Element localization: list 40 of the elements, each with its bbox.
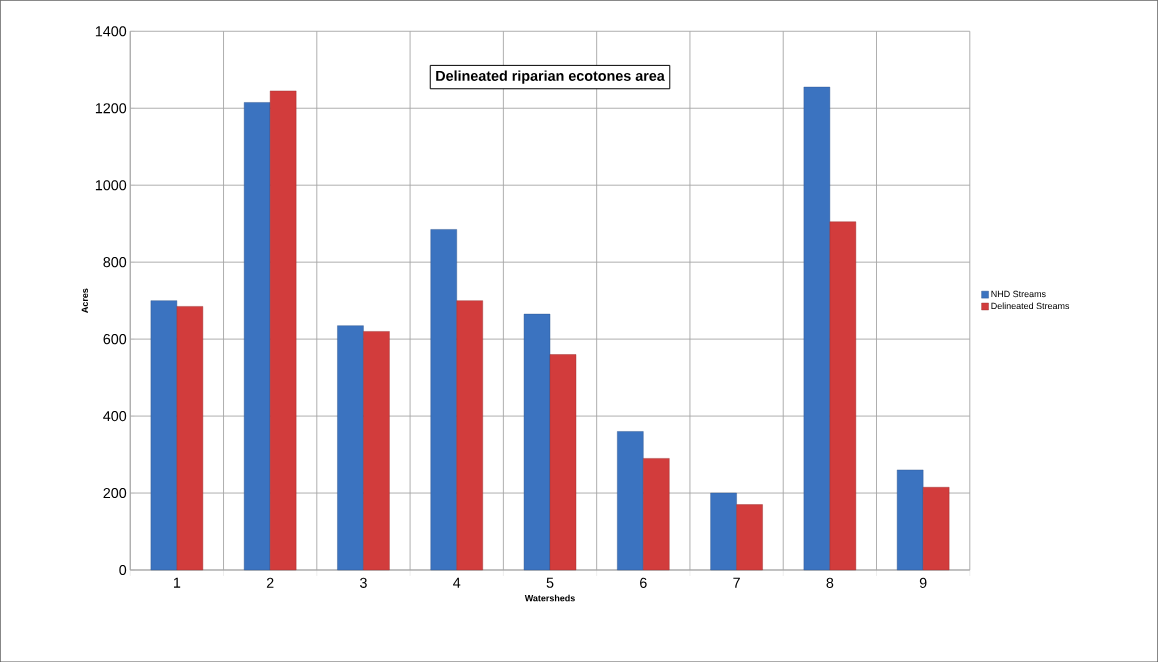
- x-tick-label: 7: [733, 577, 740, 588]
- bar: [456, 300, 483, 571]
- bar: [896, 469, 924, 571]
- bar: [363, 331, 390, 571]
- x-tick-label: 3: [360, 577, 367, 588]
- y-tick-label: 1000: [95, 180, 127, 191]
- bar: [176, 306, 204, 571]
- y-axis-title: Acres: [81, 288, 88, 313]
- y-tick-label: 1400: [95, 26, 127, 37]
- bar: [643, 458, 670, 571]
- bar: [829, 221, 857, 571]
- bar: [243, 102, 271, 571]
- y-tick-label: 400: [103, 410, 127, 422]
- bar: [922, 486, 950, 571]
- bar: [269, 90, 297, 571]
- bar: [803, 86, 831, 571]
- legend-label: Delineated Streams: [991, 302, 1070, 309]
- bar: [617, 431, 644, 571]
- y-tick-label: 1200: [95, 103, 127, 114]
- bar: [736, 504, 763, 571]
- y-tick-label: 200: [103, 487, 127, 498]
- x-tick-label: 1: [173, 577, 181, 588]
- text: Delineated riparian ecotones area: [436, 70, 665, 84]
- x-tick-label: 2: [266, 577, 274, 588]
- bar: [150, 300, 178, 571]
- x-tick-label: 6: [640, 577, 647, 588]
- bar: [523, 313, 551, 571]
- x-tick-label: 4: [453, 577, 461, 588]
- bar: [710, 492, 737, 571]
- legend-label: NHD Streams: [991, 290, 1046, 297]
- x-tick-label: 9: [919, 577, 927, 588]
- bar: [430, 229, 457, 571]
- x-tick-label: 8: [826, 577, 834, 588]
- x-tick-label: 5: [546, 577, 554, 588]
- y-tick-label: 0: [119, 564, 127, 575]
- bar: [337, 325, 364, 571]
- y-tick-label: 600: [103, 333, 127, 345]
- x-axis-title: Watersheds: [524, 594, 575, 602]
- bar: [549, 354, 577, 571]
- y-tick-label: 800: [103, 256, 127, 268]
